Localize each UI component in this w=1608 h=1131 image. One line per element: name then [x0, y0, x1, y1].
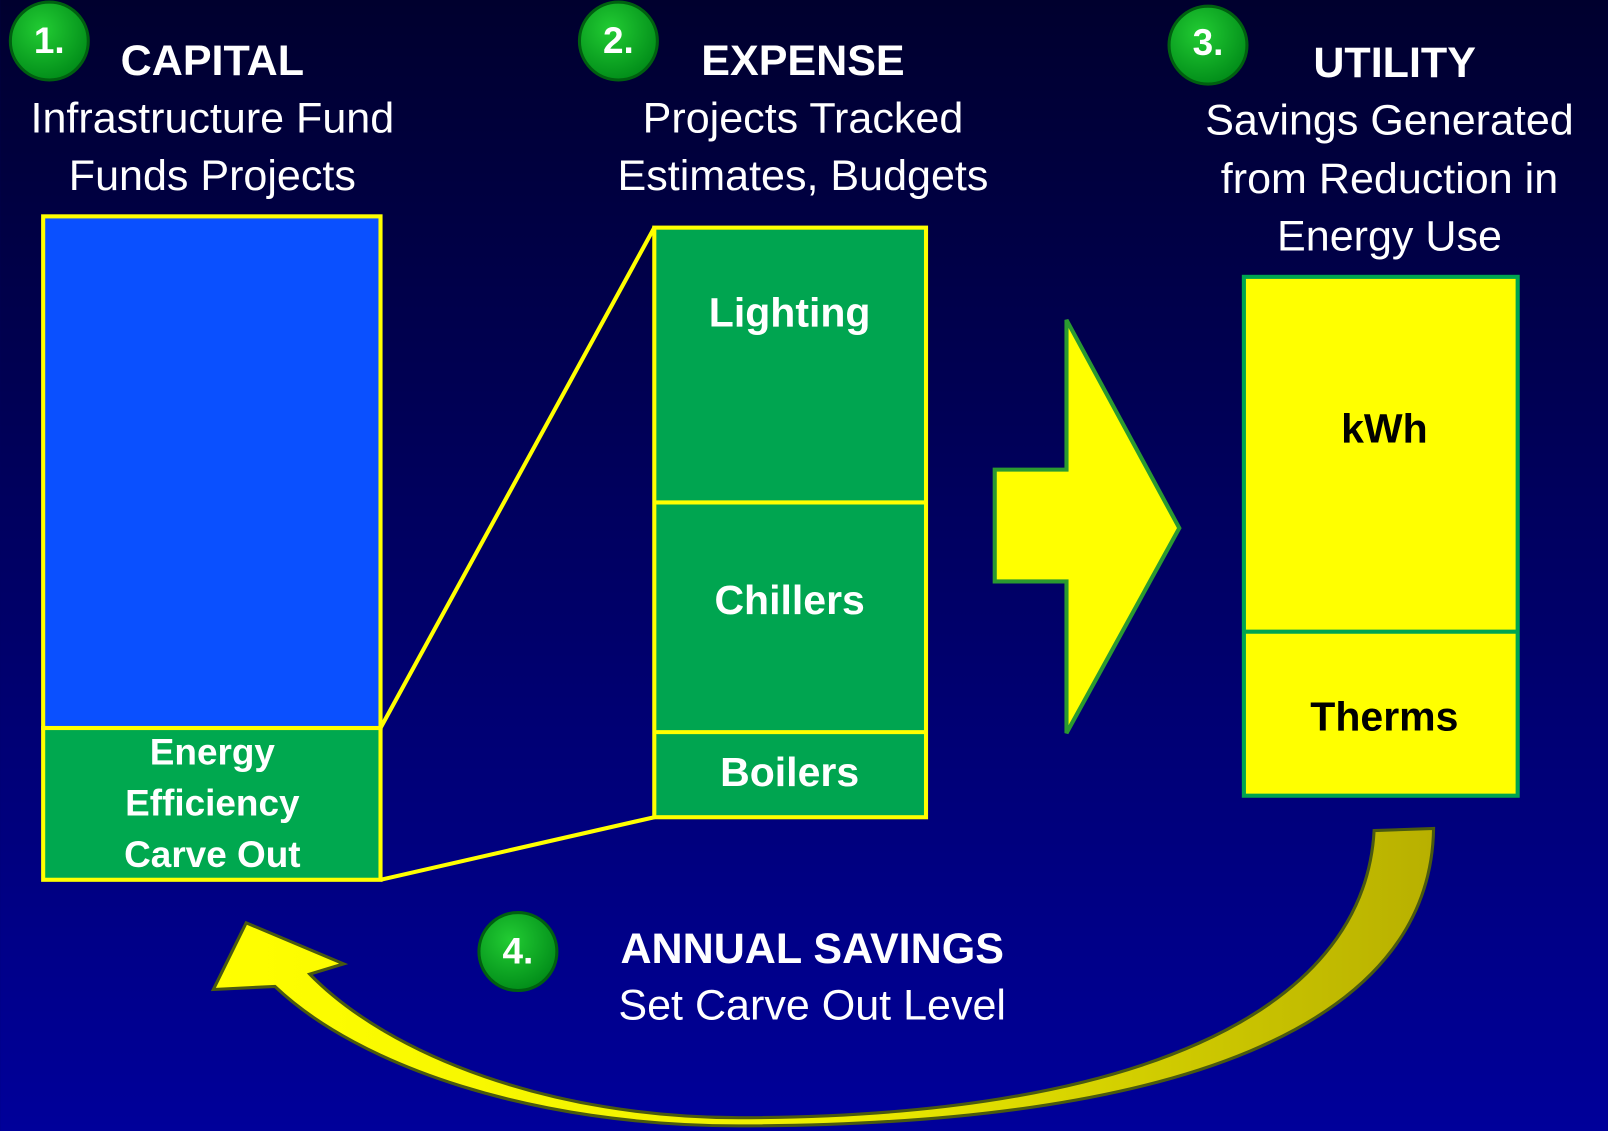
- step-title: EXPENSE: [701, 37, 904, 85]
- step-subtitle: Savings Generated: [1205, 96, 1574, 144]
- block-label: Lighting: [709, 290, 871, 336]
- step-title: ANNUAL SAVINGS: [620, 925, 1003, 973]
- step-subtitle: Funds Projects: [69, 152, 356, 200]
- block-label: Efficiency: [125, 783, 300, 824]
- capital-block: [41, 214, 383, 731]
- connector: [380, 815, 655, 882]
- block-label: Carve Out: [124, 834, 300, 875]
- step-number: 2.: [603, 20, 634, 61]
- step-number: 3.: [1193, 22, 1224, 63]
- carve-out-block: [41, 725, 383, 882]
- step-title: CAPITAL: [121, 37, 304, 85]
- block-label: Boilers: [720, 749, 859, 795]
- badge: [8, 0, 90, 82]
- step-number: 1.: [34, 20, 65, 61]
- badges: [8, 0, 1249, 993]
- step-subtitle: Estimates, Budgets: [618, 152, 989, 200]
- step-subtitle: Energy Use: [1277, 212, 1502, 260]
- step-subtitle: Projects Tracked: [643, 94, 964, 142]
- arrow: [992, 318, 1182, 735]
- step-number: 4.: [503, 930, 534, 971]
- badge: [577, 0, 659, 82]
- block-label: Therms: [1310, 694, 1458, 740]
- expense-block: [652, 225, 929, 820]
- utility-block: [1241, 274, 1520, 798]
- block-label: Chillers: [714, 577, 864, 623]
- return-arrow: [210, 826, 1436, 1128]
- badge: [1167, 4, 1249, 86]
- step-title: UTILITY: [1313, 39, 1476, 87]
- step-subtitle: Set Carve Out Level: [618, 981, 1006, 1029]
- badge: [477, 911, 559, 993]
- block-label: kWh: [1341, 406, 1428, 452]
- connector: [378, 226, 657, 730]
- step-subtitle: Infrastructure Fund: [31, 94, 395, 142]
- step-subtitle: from Reduction in: [1221, 155, 1558, 203]
- block-label: Energy: [150, 731, 276, 772]
